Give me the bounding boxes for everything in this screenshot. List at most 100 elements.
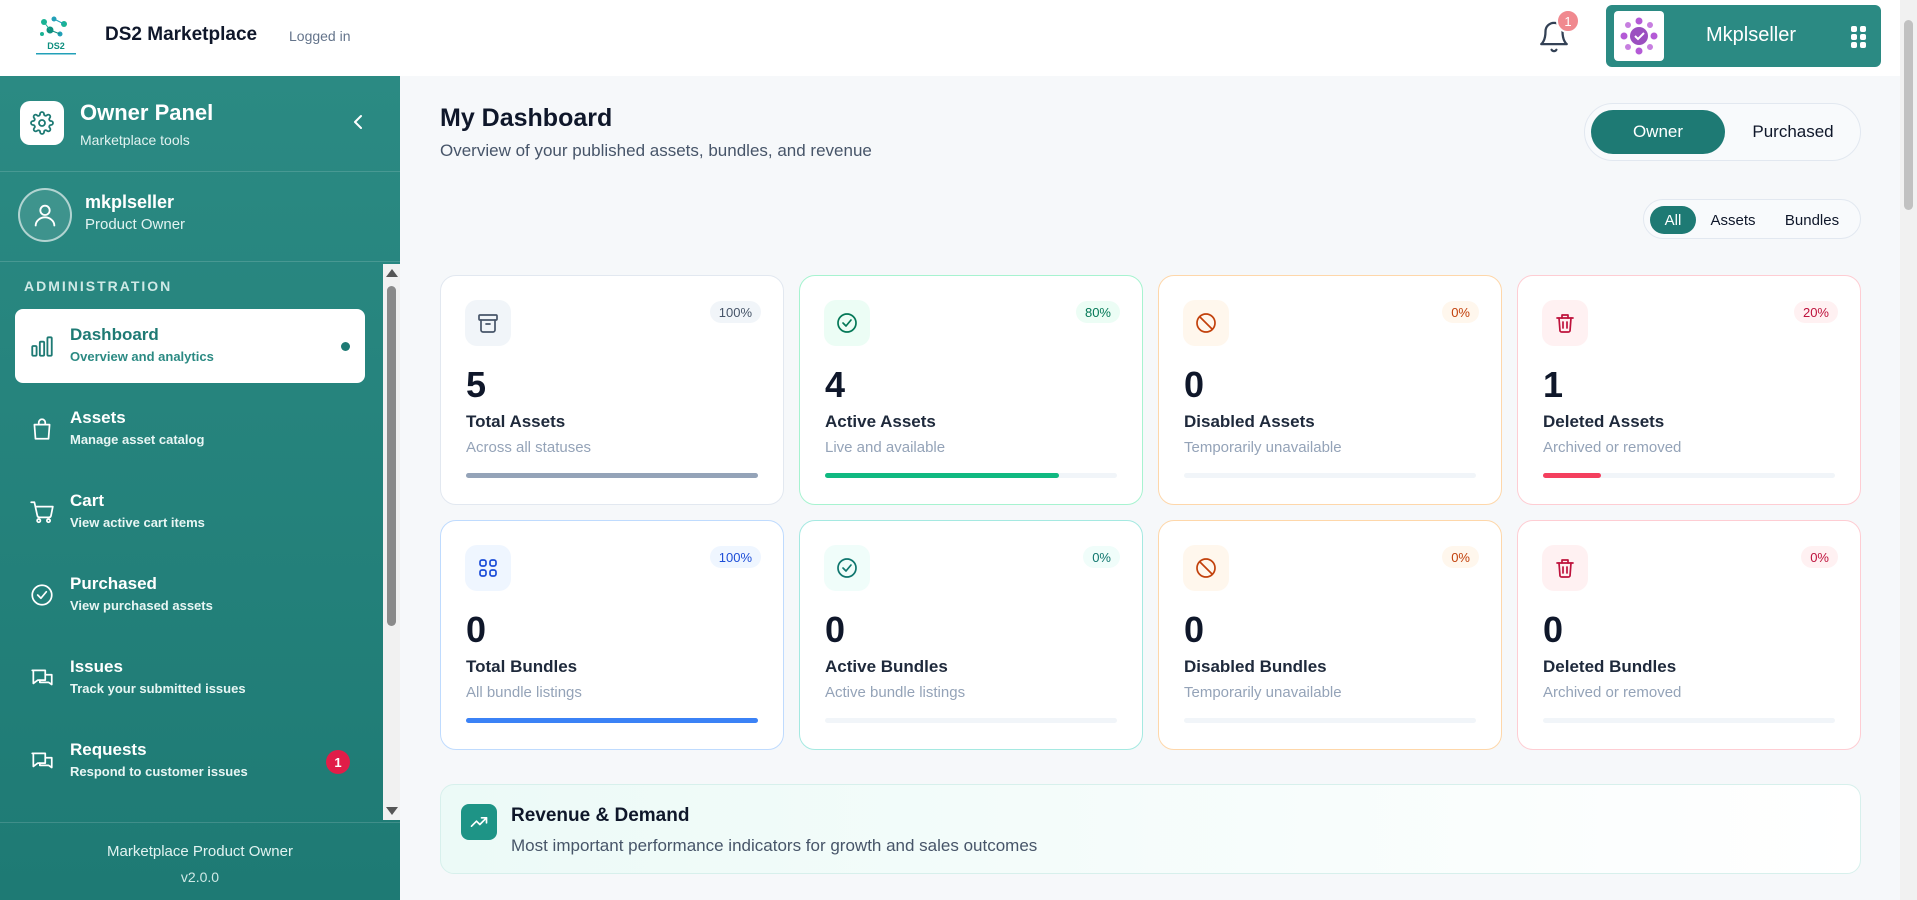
percent-badge: 0% [1083,546,1120,568]
owner-toggle-button[interactable]: Owner [1591,110,1725,154]
sidebar-footer: Marketplace Product Owner v2.0.0 [0,822,400,900]
progress-track [825,473,1117,478]
stat-title: Deleted Assets [1543,412,1665,431]
stat-value: 0 [466,609,487,650]
stat-subtitle: Archived or removed [1543,439,1682,456]
scrollbar-thumb[interactable] [1904,20,1913,210]
progress-track [1184,718,1476,723]
stat-subtitle: Live and available [825,439,946,456]
sidebar-item-label: Requests [70,740,147,759]
stat-value: 0 [1184,364,1205,405]
filter-group: All Assets Bundles [1643,199,1861,239]
active-dot [341,342,350,351]
filter-assets-button[interactable]: Assets [1710,211,1756,229]
page-subtitle: Overview of your published assets, bundl… [440,141,872,160]
trash-icon [1542,545,1588,591]
panel-subtitle: Marketplace tools [80,132,190,148]
cart-icon [29,499,55,525]
sidebar-item-requests[interactable]: Requests Respond to customer issues 1 [15,724,365,798]
user-name: Mkplseller [1706,24,1797,46]
stat-title: Deleted Bundles [1543,657,1677,676]
sidebar-scrollbar[interactable] [383,264,400,820]
footer-version: v2.0.0 [180,869,220,885]
stat-subtitle: All bundle listings [466,684,582,701]
section-label: ADMINISTRATION [24,278,173,294]
shopping-bag-icon [29,416,55,442]
app-title: DS2 Marketplace [105,24,258,45]
stat-value: 0 [1184,609,1205,650]
scroll-down-arrow-icon[interactable] [386,807,398,815]
sidebar-item-dashboard[interactable]: Dashboard Overview and analytics [15,309,365,383]
sidebar-item-label: Purchased [70,574,157,593]
stat-card-total-assets[interactable]: 100% 5 Total Assets Across all statuses [440,275,784,505]
requests-badge: 1 [326,750,350,774]
profile-role: Product Owner [85,216,186,233]
check-circle-icon [29,582,55,608]
grid-icon [465,545,511,591]
scrollbar-thumb[interactable] [387,286,396,626]
sidebar-item-sub: Manage asset catalog [70,432,205,447]
filter-bundles-button[interactable]: Bundles [1784,211,1840,229]
percent-badge: 80% [1075,301,1120,323]
page-scrollbar[interactable] [1900,0,1917,900]
sidebar-item-sub: View purchased assets [70,598,213,613]
check-circle-icon [824,545,870,591]
progress-track [1184,473,1476,478]
stat-subtitle: Temporarily unavailable [1184,439,1342,456]
footer-name: Marketplace Product Owner [107,843,293,860]
chat-icon [29,748,55,774]
sidebar-item-sub: Overview and analytics [70,349,214,364]
sidebar-item-issues[interactable]: Issues Track your submitted issues [15,641,365,715]
progress-track [825,718,1117,723]
progress-fill [825,473,1059,478]
stat-subtitle: Temporarily unavailable [1184,684,1342,701]
sidebar-item-sub: View active cart items [70,515,205,530]
ban-icon [1183,545,1229,591]
scroll-up-arrow-icon[interactable] [386,269,398,277]
progress-fill [1543,473,1602,478]
user-menu-button[interactable]: Mkplseller [1606,5,1881,67]
stat-card-total-bundles[interactable]: 100% 0 Total Bundles All bundle listings [440,520,784,750]
sidebar-item-purchased[interactable]: Purchased View purchased assets [15,558,365,632]
progress-track [466,718,758,723]
stat-card-disabled-assets[interactable]: 0% 0 Disabled Assets Temporarily unavailabl… [1158,275,1502,505]
sidebar-item-label: Issues [70,657,123,676]
stat-title: Total Assets [466,412,566,431]
sidebar-item-cart[interactable]: Cart View active cart items [15,475,365,549]
trending-up-icon [461,804,497,840]
stat-card-deleted-assets[interactable]: 20% 1 Deleted Assets Archived or removed [1517,275,1861,505]
stat-card-active-assets[interactable]: 80% 4 Active Assets Live and available [799,275,1143,505]
apps-grid-icon[interactable] [1850,25,1868,49]
stat-card-deleted-bundles[interactable]: 0% 0 Deleted Bundles Archived or removed [1517,520,1861,750]
progress-fill [466,473,758,478]
chat-icon [29,665,55,691]
ds2-logo[interactable]: DS2 [30,14,82,58]
chevron-left-icon[interactable] [346,110,370,134]
notification-badge: 1 [1556,9,1580,33]
stat-value: 5 [466,364,487,405]
panel-header: Owner Panel Marketplace tools [0,76,400,172]
sidebar-item-assets[interactable]: Assets Manage asset catalog [15,392,365,466]
stat-card-disabled-bundles[interactable]: 0% 0 Disabled Bundles Temporarily unavailab… [1158,520,1502,750]
sidebar-item-label: Cart [70,491,105,510]
filter-all-button[interactable]: All [1650,206,1696,234]
panel-title: Owner Panel [80,100,214,125]
bell-icon[interactable] [1537,20,1571,54]
sidebar-item-sub: Track your submitted issues [70,681,246,696]
sidebar: Owner Panel Marketplace tools mkplseller… [0,76,400,900]
revenue-title: Revenue & Demand [511,805,690,826]
stat-card-active-bundles[interactable]: 0% 0 Active Bundles Active bundle listings [799,520,1143,750]
stat-value: 0 [825,609,846,650]
stat-subtitle: Active bundle listings [825,684,966,701]
progress-fill [466,718,758,723]
revenue-subtitle: Most important performance indicators fo… [511,836,1038,855]
stat-title: Active Assets [825,412,936,431]
percent-badge: 100% [709,301,761,323]
stat-title: Disabled Assets [1184,412,1315,431]
percent-badge: 0% [1442,546,1479,568]
sidebar-item-label: Dashboard [70,325,159,344]
stat-value: 1 [1543,364,1564,405]
gear-icon [20,101,64,145]
stat-title: Disabled Bundles [1184,657,1327,676]
purchased-toggle-button[interactable]: Purchased [1752,122,1834,141]
